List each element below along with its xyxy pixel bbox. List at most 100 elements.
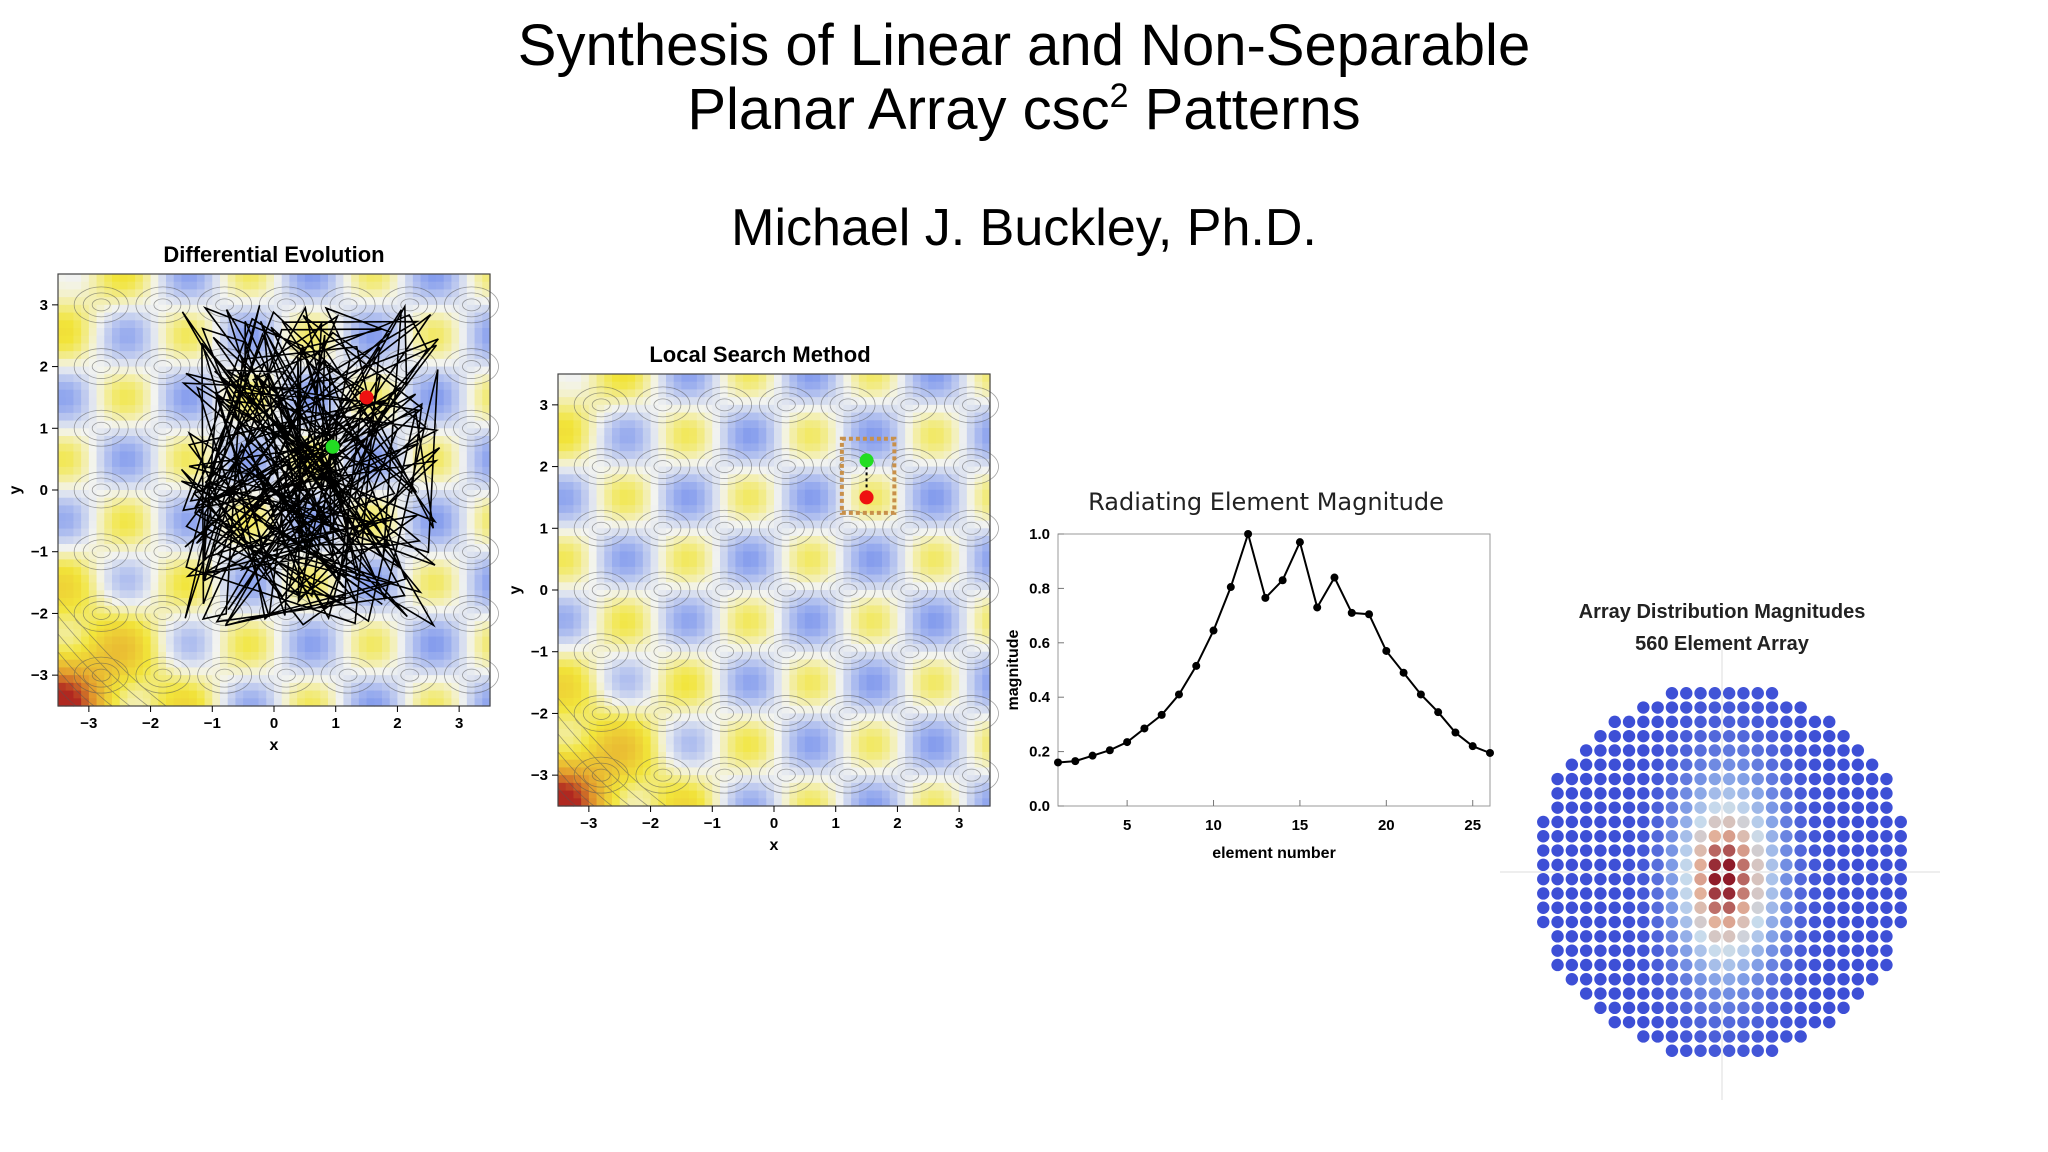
array-element (1708, 1044, 1722, 1057)
array-element (1737, 1030, 1750, 1043)
data-point (1192, 661, 1201, 670)
array-element (1608, 844, 1621, 857)
array-element (1737, 729, 1750, 743)
array-element (1751, 987, 1764, 1000)
array-element (1694, 715, 1707, 729)
y-tick-label: 0 (40, 482, 48, 499)
array-element (1894, 844, 1907, 857)
array-element (1680, 701, 1693, 714)
array-element (1780, 729, 1793, 743)
array-element (1751, 758, 1764, 771)
array-element (1780, 973, 1793, 986)
array-element (1680, 987, 1693, 1000)
array-element (1651, 758, 1664, 771)
array-element (1765, 772, 1779, 786)
array-element (1823, 744, 1836, 757)
array-element (1894, 830, 1907, 843)
array-element (1823, 872, 1836, 886)
y-tick-label: −1 (531, 644, 548, 661)
array-element (1751, 887, 1764, 900)
array-element (1622, 758, 1636, 771)
array-element (1722, 772, 1736, 786)
array-element (1880, 930, 1893, 943)
array-element (1594, 858, 1607, 872)
array-element (1565, 830, 1579, 843)
array-element (1608, 787, 1621, 800)
array-element (1823, 901, 1836, 914)
x-tick-label: 3 (455, 715, 463, 732)
differential-evolution-chart: −3 −2 −1 0 1 2 3 3 2 1 0 −1 −2 −3 x y (7, 273, 499, 754)
x-tick-label: 2 (893, 815, 901, 832)
data-point (1244, 530, 1253, 538)
array-element (1680, 1044, 1693, 1057)
array-element (1708, 887, 1722, 900)
array-element (1823, 930, 1836, 943)
array-element (1708, 701, 1722, 714)
array-element (1765, 729, 1779, 743)
chart-title: Radiating Element Magnitude (1088, 488, 1444, 516)
array-element (1837, 729, 1850, 743)
data-point (1382, 646, 1391, 655)
array-element (1837, 744, 1850, 757)
array-element (1579, 901, 1593, 914)
array-element (1837, 958, 1850, 972)
array-element (1765, 830, 1779, 843)
array-element (1708, 687, 1722, 700)
array-element (1837, 815, 1850, 829)
array-element (1694, 701, 1707, 714)
array-element (1865, 915, 1879, 929)
array-element (1694, 930, 1707, 943)
array-element (1651, 801, 1664, 814)
array-element (1680, 787, 1693, 800)
array-element (1637, 801, 1650, 814)
array-element (1608, 772, 1621, 786)
array-element (1737, 901, 1750, 914)
array-element (1780, 858, 1793, 872)
array-element (1637, 701, 1650, 714)
array-element (1751, 815, 1764, 829)
array-element (1765, 1015, 1779, 1029)
array-element (1637, 772, 1650, 786)
differential-evolution-panel: Differential Evolution −3 −2 −1 0 1 2 3 3 2 1 0 −1−… (0, 236, 510, 766)
array-element (1722, 973, 1736, 986)
array-element (1751, 915, 1764, 929)
array-element (1765, 858, 1779, 872)
array-element (1651, 744, 1664, 757)
array-element (1608, 944, 1621, 957)
array-element (1880, 772, 1893, 786)
array-element (1765, 844, 1779, 857)
array-element (1737, 801, 1750, 814)
array-element (1794, 944, 1807, 957)
array-element (1708, 915, 1722, 929)
array-element (1722, 1030, 1736, 1043)
array-element (1722, 1001, 1736, 1015)
array-element (1551, 915, 1564, 929)
array-element (1537, 844, 1550, 857)
y-tick-label: 1.0 (1029, 526, 1050, 543)
array-element (1808, 744, 1822, 757)
array-element (1694, 987, 1707, 1000)
array-element (1851, 772, 1865, 786)
array-element (1551, 901, 1564, 914)
x-tick-label: 10 (1205, 817, 1222, 834)
array-element (1808, 901, 1822, 914)
array-element (1637, 1015, 1650, 1029)
array-element (1780, 872, 1793, 886)
array-element (1880, 858, 1893, 872)
array-element (1794, 930, 1807, 943)
array-element (1680, 830, 1693, 843)
array-element (1794, 772, 1807, 786)
array-element (1837, 758, 1850, 771)
array-element (1737, 830, 1750, 843)
x-tick-label: −3 (580, 815, 597, 832)
array-element (1651, 973, 1664, 986)
array-element (1608, 744, 1621, 757)
array-element (1808, 987, 1822, 1000)
array-element (1808, 758, 1822, 771)
array-element (1651, 901, 1664, 914)
array-element (1765, 944, 1779, 957)
array-element (1880, 844, 1893, 857)
y-tick-label: 0.2 (1029, 744, 1050, 761)
array-element (1765, 801, 1779, 814)
array-element (1651, 958, 1664, 972)
